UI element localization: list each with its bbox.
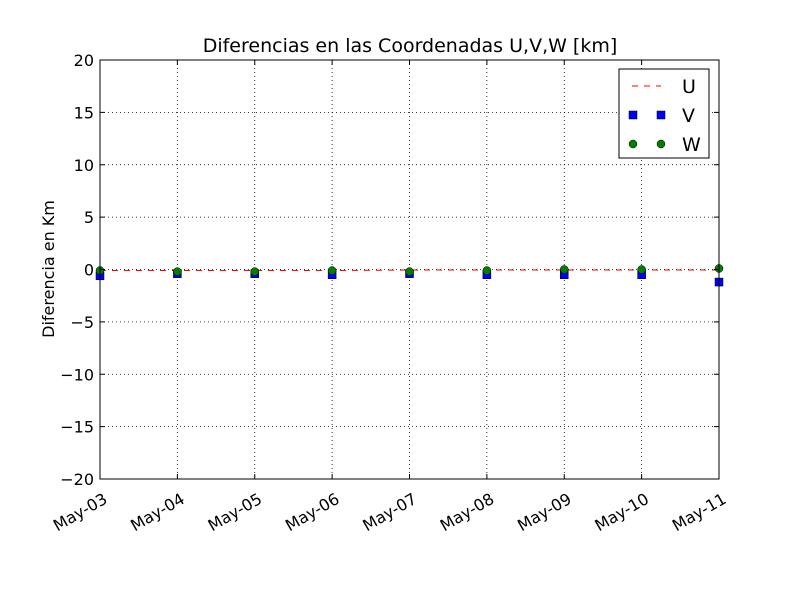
y-tick-label: −15 — [60, 418, 94, 437]
legend-item-u: U — [632, 76, 696, 98]
x-tick-label: May-08 — [437, 489, 498, 535]
series-layer — [95, 264, 724, 287]
legend-swatch — [628, 139, 638, 149]
x-tick-label: May-05 — [205, 489, 266, 535]
legend-item-v: V — [628, 105, 695, 127]
legend-swatch — [656, 139, 666, 149]
data-point — [173, 267, 182, 276]
y-tick-label: −20 — [60, 470, 94, 489]
y-tick-label: 0 — [84, 261, 94, 280]
legend-label: W — [682, 134, 701, 156]
legend-swatch — [656, 110, 666, 120]
data-point — [327, 266, 337, 275]
legend-item-w: W — [628, 134, 701, 156]
data-point — [250, 267, 259, 276]
chart-title: Diferencias en las Coordenadas U,V,W [km… — [203, 35, 618, 57]
y-tick-label: −10 — [60, 365, 94, 384]
x-tick-label: May-03 — [50, 489, 111, 535]
series-w — [95, 264, 724, 276]
legend-label: V — [682, 105, 695, 127]
y-tick-label: 5 — [84, 208, 94, 227]
y-tick-label: 20 — [74, 51, 94, 70]
y-tick-label: 10 — [74, 156, 94, 175]
x-tick-label: May-09 — [514, 489, 575, 535]
data-point — [560, 265, 569, 274]
x-tick-label: May-04 — [127, 489, 188, 535]
data-point — [482, 266, 492, 275]
y-axis-label: Diferencia en Km — [39, 200, 58, 338]
x-tick-label: May-06 — [282, 489, 343, 535]
legend: UVW — [618, 68, 710, 159]
data-point — [405, 267, 414, 276]
legend-label: U — [682, 76, 696, 98]
data-point — [637, 265, 646, 274]
x-tick-label: May-11 — [669, 489, 730, 535]
x-tick-label: May-07 — [359, 489, 420, 535]
y-tick-label: −5 — [70, 313, 94, 332]
x-tick-label: May-10 — [591, 489, 652, 535]
legend-swatch — [628, 110, 638, 120]
y-tick-label: 15 — [74, 103, 94, 122]
